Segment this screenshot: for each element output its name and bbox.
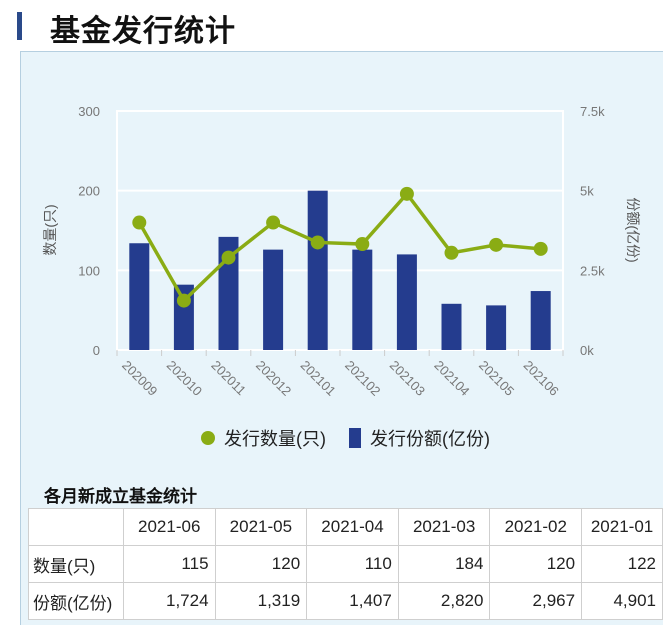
table-cell: 1,724 [122,582,216,620]
x-tick-label: 202105 [476,358,517,399]
bar [307,190,328,350]
table-col-header: 2021-04 [306,508,399,546]
page-title: 基金发行统计 [50,15,236,48]
title-accent-bar [17,12,22,40]
y-left-tick-label: 100 [78,263,100,278]
table-col-header: 2021-03 [397,508,491,546]
line-point [489,237,504,252]
table-corner-cell [28,508,124,546]
table-cell: 184 [397,545,491,583]
y-left-tick-label: 200 [78,184,100,199]
x-tick-label: 202011 [208,358,249,399]
table-row: 数量(只) 115 120 110 184 120 122 [28,545,663,583]
y-right-tick-label: 0k [580,343,594,358]
table-row-label: 份额(亿份) [28,582,124,620]
x-tick-label: 202009 [119,358,160,399]
line-point [533,241,548,256]
line-point [444,245,459,260]
x-tick-label: 202104 [431,358,472,399]
bar [530,291,551,350]
table-cell: 1,407 [306,582,399,620]
bar [396,254,417,350]
monthly-fund-table: 2021-06 2021-05 2021-04 2021-03 2021-02 … [28,508,663,620]
legend-bar-marker [349,428,361,448]
table-header-row: 2021-06 2021-05 2021-04 2021-03 2021-02 … [28,508,663,546]
table-row-label: 数量(只) [28,545,124,583]
table-title: 各月新成立基金统计 [44,487,197,506]
line-point [266,215,281,230]
bar [218,236,239,350]
x-tick-label: 202010 [164,358,205,399]
bar [486,305,507,350]
y-right-tick-label: 2.5k [580,263,605,278]
table-col-header: 2021-01 [581,508,663,546]
table-col-header: 2021-02 [489,508,583,546]
x-tick-label: 202101 [298,358,339,399]
line-point [310,235,325,250]
table-col-header: 2021-06 [122,508,216,546]
page-header: 基金发行统计 [0,0,663,50]
bar [441,303,462,350]
x-tick-label: 202012 [253,358,294,399]
line-point [399,186,414,201]
line-point [132,215,147,230]
y-left-tick-label: 300 [78,104,100,119]
bar [129,243,150,350]
y-right-tick-label: 5k [580,184,594,199]
table-cell: 110 [306,545,399,583]
line-point [176,293,191,308]
line-point [221,250,236,265]
x-tick-label: 202106 [521,358,562,399]
legend-line-marker [201,431,215,445]
bar [352,249,373,350]
table-cell: 115 [122,545,216,583]
x-tick-label: 202103 [387,358,428,399]
table-cell: 120 [489,545,583,583]
table-row: 份额(亿份) 1,724 1,319 1,407 2,820 2,967 4,9… [28,582,663,620]
table-cell: 1,319 [214,582,308,620]
table-cell: 2,967 [489,582,583,620]
legend-bar-label: 发行份额(亿份) [370,429,490,449]
table-cell: 120 [214,545,308,583]
y-left-tick-label: 0 [93,343,100,358]
y-axis-left-label: 数量(只) [42,204,58,255]
line-path [137,191,541,304]
line-series [132,186,548,308]
y-right-tick-label: 7.5k [580,104,605,119]
table-cell: 122 [581,545,663,583]
line-point [355,237,370,252]
table-cell: 2,820 [397,582,491,620]
table-cell: 4,901 [581,582,663,620]
x-tick-label: 202102 [342,358,383,399]
chart-legend: 发行数量(只) 发行份额(亿份) [201,428,490,449]
y-axis-right-label: 份额(亿份) [625,197,641,262]
table-col-header: 2021-05 [214,508,308,546]
legend-line-label: 发行数量(只) [224,429,326,449]
fund-issuance-chart: 300 200 100 0 7.5k 5k 2.5k 0k 202009 202010 202011… [42,104,641,449]
bar [263,249,284,350]
